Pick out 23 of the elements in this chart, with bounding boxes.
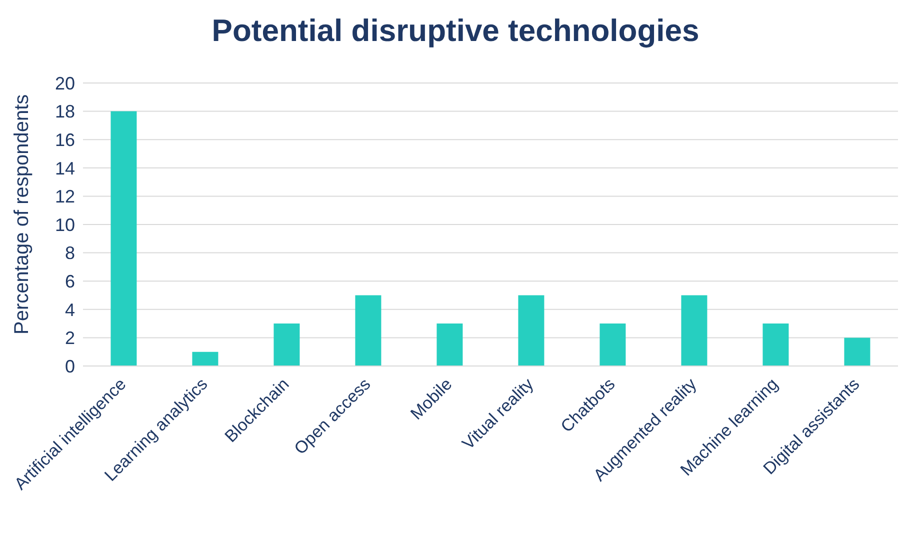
bar	[110, 111, 137, 366]
y-tick-label: 14	[54, 158, 75, 178]
y-axis-title: Percentage of respondents	[11, 94, 34, 334]
y-tick-label: 18	[54, 102, 75, 122]
bar	[518, 295, 544, 366]
y-tick-label: 20	[54, 73, 75, 94]
y-tick-label: 8	[64, 243, 75, 264]
bar	[355, 295, 382, 366]
bar	[192, 352, 218, 366]
y-tick-label: 16	[54, 130, 75, 150]
y-tick-label: 0	[64, 356, 75, 376]
bar	[436, 324, 463, 366]
y-tick-label: 4	[64, 300, 75, 320]
bar	[681, 295, 708, 366]
y-tick-label: 6	[64, 271, 75, 292]
bar	[274, 324, 300, 366]
bar	[844, 338, 870, 366]
bar	[762, 324, 789, 366]
y-tick-label: 12	[54, 186, 75, 207]
y-tick-label: 10	[54, 214, 75, 235]
y-tick-label: 2	[64, 328, 75, 348]
bar	[600, 324, 626, 366]
chart-title: Potential disruptive technologies	[210, 12, 700, 50]
